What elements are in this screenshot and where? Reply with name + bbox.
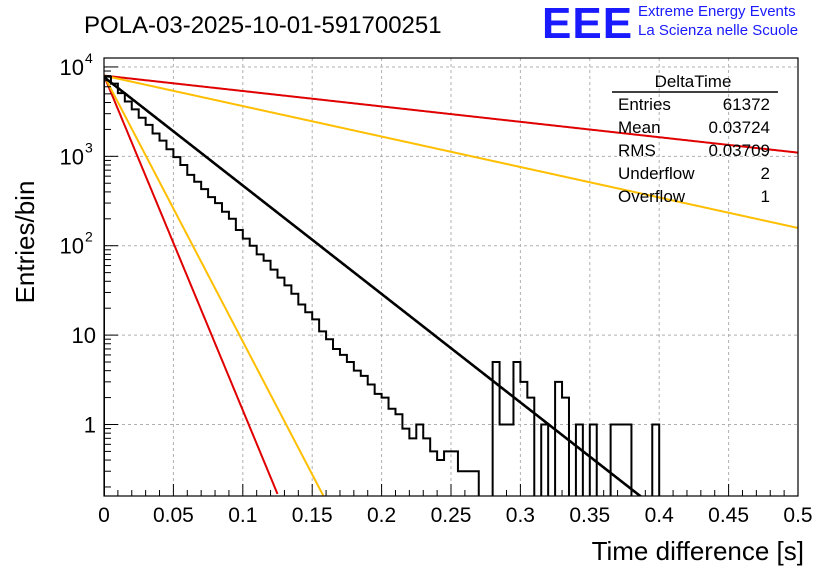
x-tick-label: 0.45 (708, 504, 749, 527)
x-tick-label: 0.1 (228, 504, 257, 527)
y-tick-label: 10 (60, 55, 84, 80)
y-tick-exponent: 4 (85, 50, 93, 66)
y-tick-exponent: 3 (85, 139, 93, 155)
fit-curve (104, 76, 642, 496)
stats-label-underflow: Underflow (618, 164, 695, 183)
histogram (104, 75, 661, 496)
x-tick-label: 0.15 (292, 504, 333, 527)
logo-line-2: La Scienza nelle Scuole (638, 22, 799, 39)
histogram-step-line (104, 75, 661, 496)
stats-value-rms: 0.03709 (709, 141, 770, 160)
reference-curve (104, 75, 325, 496)
chart-title: POLA-03-2025-10-01-591700251 (84, 12, 442, 39)
x-tick-label: 0 (98, 504, 110, 527)
x-axis-label: Time difference [s] (592, 536, 804, 566)
curves (104, 74, 798, 496)
stats-label-overflow: Overflow (618, 187, 686, 206)
x-tick-label: 0.05 (153, 504, 194, 527)
x-tick-label: 0.25 (431, 504, 472, 527)
stats-title: DeltaTime (655, 72, 732, 91)
stats-value-entries: 61372 (723, 95, 770, 114)
x-tick-label: 0.5 (783, 504, 812, 527)
y-tick-label: 10 (60, 144, 84, 169)
grid (104, 58, 798, 496)
y-tick-label: 1 (84, 412, 96, 437)
stats-label-entries: Entries (618, 95, 671, 114)
reference-curve (104, 74, 798, 154)
x-tick-label: 0.2 (367, 504, 396, 527)
reference-curve (104, 74, 798, 229)
x-tick-label: 0.3 (506, 504, 535, 527)
y-tick-label: 10 (60, 234, 84, 259)
stats-value-overflow: 1 (761, 187, 770, 206)
stats-box: DeltaTime Entries 61372 Mean 0.03724 RMS… (612, 72, 778, 206)
x-ticks: 0 0.05 0.1 0.15 0.2 0.25 0.3 0.35 0.4 0.45 0.5 (98, 484, 813, 527)
eee-logo: EEE (542, 0, 634, 48)
x-tick-label: 0.35 (569, 504, 610, 527)
stats-value-mean: 0.03724 (709, 118, 770, 137)
stats-value-underflow: 2 (761, 164, 770, 183)
eee-logo-subtitle: Extreme Energy Events La Scienza nelle S… (638, 2, 798, 40)
x-tick-label: 0.4 (645, 504, 675, 527)
y-tick-label: 10 (72, 323, 96, 348)
logo-line-1: Extreme Energy Events (638, 3, 796, 20)
y-tick-exponent: 2 (85, 229, 93, 245)
stats-label-mean: Mean (618, 118, 661, 137)
stats-label-rms: RMS (618, 141, 656, 160)
y-axis-label: Entries/bin (10, 181, 40, 304)
reference-curve (104, 75, 279, 495)
